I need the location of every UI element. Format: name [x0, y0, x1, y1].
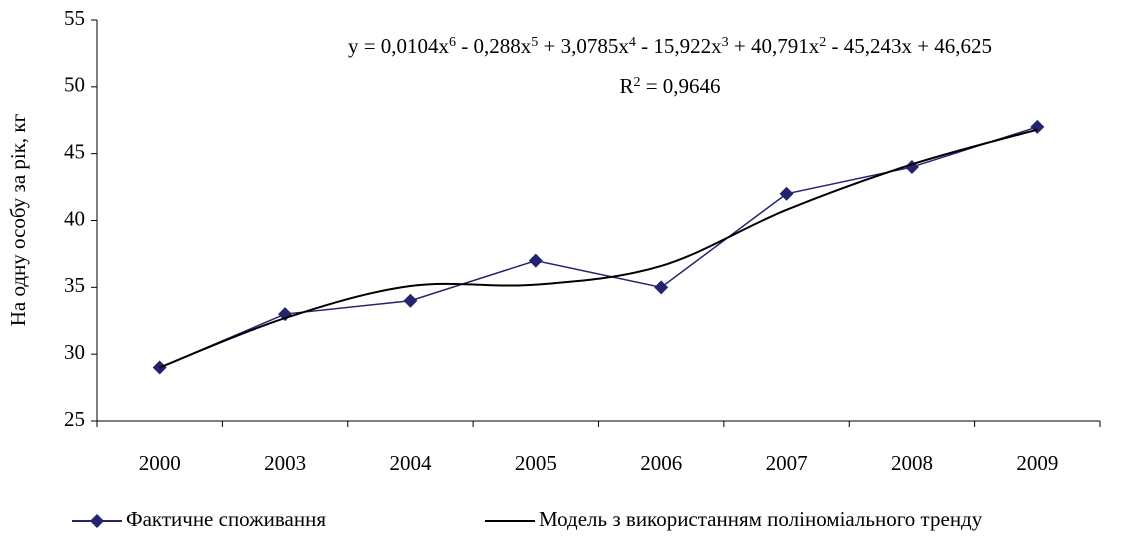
legend-label: Фактичне споживання: [126, 507, 326, 531]
data-point: [403, 293, 418, 308]
x-tick-label: 2009: [1016, 451, 1058, 475]
series-line: [159, 128, 1038, 369]
x-tick-label: 2005: [515, 451, 557, 475]
data-point: [528, 253, 543, 268]
x-tick-label: 2008: [891, 451, 933, 475]
superscript: 4: [629, 35, 636, 50]
y-tick-label: 35: [64, 273, 85, 297]
x-tick-label: 2004: [389, 451, 432, 475]
data-point: [654, 280, 669, 295]
superscript: 2: [819, 35, 826, 50]
y-tick-label: 45: [64, 139, 85, 163]
superscript: 5: [531, 35, 538, 50]
text-part: + 3,0785x: [538, 34, 629, 58]
superscript: 3: [722, 35, 729, 50]
x-tick-label: 2003: [264, 451, 306, 475]
y-tick-label: 30: [64, 340, 85, 364]
text-part: R: [619, 74, 633, 98]
y-tick-label: 25: [64, 407, 85, 431]
text-part: - 0,288x: [456, 34, 532, 58]
x-tick-label: 2000: [139, 451, 181, 475]
text-part: - 45,243x + 46,625: [826, 34, 992, 58]
y-tick-label: 40: [64, 206, 85, 230]
text-part: + 40,791x: [729, 34, 820, 58]
y-tick-label: 55: [64, 6, 85, 30]
y-axis-label: На одну особу за рік, кг: [6, 113, 30, 326]
text-part: y = 0,0104x: [348, 34, 450, 58]
superscript: 2: [633, 75, 640, 90]
r-squared: R2 = 0,9646: [619, 74, 720, 98]
text-part: = 0,9646: [640, 74, 720, 98]
x-tick-label: 2007: [766, 451, 808, 475]
superscript: 6: [449, 35, 456, 50]
trend-equation: y = 0,0104x6 - 0,288x5 + 3,0785x4 - 15,9…: [348, 34, 992, 58]
legend-marker: [90, 514, 104, 528]
x-tick-label: 2006: [640, 451, 682, 475]
text-part: - 15,922x: [636, 34, 722, 58]
legend-label: Модель з використанням поліноміального т…: [539, 507, 983, 531]
series-line: [159, 126, 1038, 369]
y-tick-label: 50: [64, 73, 85, 97]
data-point: [779, 186, 794, 201]
